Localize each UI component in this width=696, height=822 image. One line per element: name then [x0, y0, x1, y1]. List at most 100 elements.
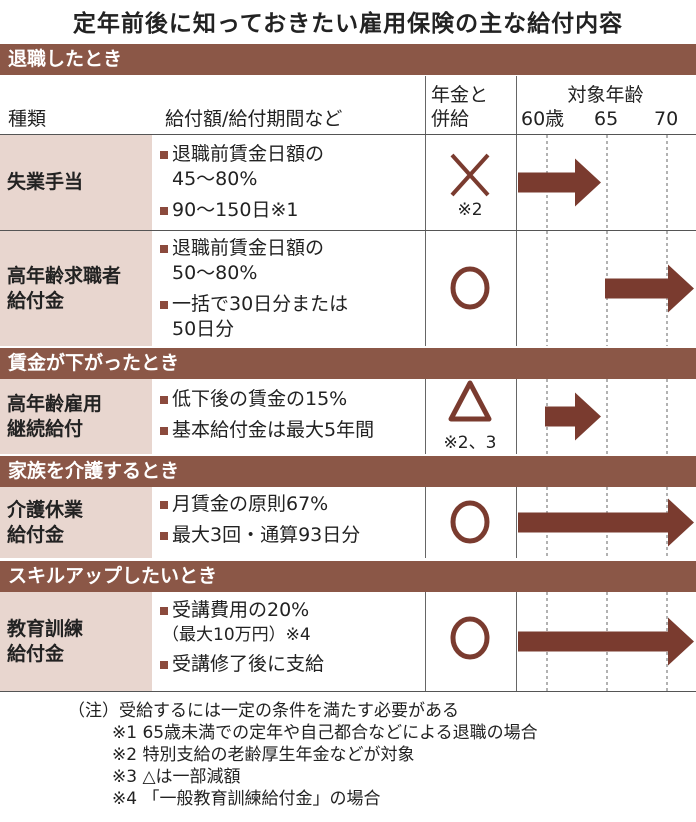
- row-name-unemployment: 失業手当: [0, 135, 152, 230]
- bullet-icon: [160, 500, 168, 509]
- desc-text: 最大3回・通算93日分: [172, 524, 361, 546]
- bullet-icon: [160, 426, 168, 435]
- page-title: 定年前後に知っておきたい雇用保険の主な給付内容: [72, 11, 624, 37]
- divider: [425, 487, 426, 558]
- desc-item: 低下後の賃金の15%: [160, 387, 430, 412]
- divider: [516, 487, 517, 558]
- row-name-line: 給付金: [7, 642, 65, 665]
- triangle-icon: [448, 380, 492, 422]
- footnote: ※1 65歳未満での定年や自己都合などによる退職の場合: [112, 723, 538, 743]
- desc-text: 低下後の賃金の15%: [172, 388, 348, 410]
- desc-item: 退職前賃金日額の 50〜80%: [160, 236, 425, 286]
- header-type: 種類: [8, 108, 47, 130]
- header-age: 対象年齢: [567, 84, 644, 106]
- row-name-line: 教育訓練: [7, 617, 84, 640]
- row-graphic: [448, 379, 668, 454]
- desc-text: 退職前賃金日額の: [172, 143, 325, 165]
- desc-item: 90〜150日※1: [160, 198, 425, 223]
- divider: [516, 76, 517, 346]
- header-pension-2: 併給: [431, 108, 470, 130]
- age-range-arrow: [605, 264, 694, 313]
- desc-text: 基本給付金は最大5年間: [172, 419, 375, 441]
- row-name-line: 継続給付: [7, 417, 84, 440]
- desc-text: 月賃金の原則67%: [172, 493, 329, 515]
- row-name-text: 高年齢求職者 給付金: [7, 264, 121, 314]
- divider: [425, 592, 426, 691]
- footnote: ※3 △は一部減額: [112, 767, 241, 787]
- divider: [0, 134, 696, 135]
- age-range-arrow: [518, 617, 694, 666]
- row-name-text: 失業手当: [7, 171, 84, 193]
- section-band-skill-up: スキルアップしたいとき: [0, 561, 696, 592]
- row-name-line: 給付金: [7, 289, 65, 312]
- bullet-icon: [160, 150, 168, 159]
- row-name-line: 給付金: [7, 523, 65, 546]
- desc-item: 退職前賃金日額の 45〜80%: [160, 142, 425, 192]
- desc-item: 月賃金の原則67%: [160, 492, 425, 517]
- symbol-note: ※2: [457, 200, 483, 220]
- tick-label-65: 65: [594, 108, 619, 130]
- header-pension-1: 年金と: [431, 84, 489, 106]
- row-graphic: [450, 592, 694, 691]
- desc-text: 受講費用の20%: [172, 599, 310, 621]
- section-band-retirement: 退職したとき: [0, 44, 696, 75]
- divider: [516, 592, 517, 691]
- circle-icon: [450, 500, 490, 544]
- circle-icon: [450, 266, 490, 310]
- footnote: ※4 「一般教育訓練給付金」の場合: [112, 789, 381, 809]
- footnote: ※2 特別支給の老齢厚生年金などが対象: [112, 745, 415, 765]
- bullet-icon: [160, 660, 168, 669]
- divider: [516, 379, 517, 454]
- age-range-arrow: [545, 392, 601, 441]
- row-name-line: 介護休業: [7, 498, 84, 521]
- header-benefit: 給付額/給付期間など: [165, 108, 343, 130]
- footnote: （注）受給するには一定の条件を満たす必要がある: [68, 701, 459, 721]
- bullet-icon: [160, 531, 168, 540]
- row-desc: 退職前賃金日額の 50〜80% 一括で30日分または 50日分: [160, 236, 425, 348]
- desc-text: （最大10万円）※4: [162, 625, 311, 645]
- row-graphic: [450, 135, 668, 230]
- desc-text: 90〜150日※1: [172, 199, 299, 221]
- symbol-note: ※2、3: [443, 433, 497, 453]
- footnotes: （注）受給するには一定の条件を満たす必要がある ※1 65歳未満での定年や自己都…: [68, 700, 538, 810]
- row-name-line: 高年齢雇用: [7, 392, 103, 415]
- cross-icon: [450, 153, 490, 197]
- row-graphic: [450, 231, 694, 346]
- age-range-arrow: [518, 158, 601, 207]
- section-band-caregiving: 家族を介護するとき: [0, 456, 696, 487]
- tick-label-70: 70: [654, 108, 679, 130]
- row-desc: 退職前賃金日額の 45〜80% 90〜150日※1: [160, 142, 425, 229]
- desc-item: 受講修了後に支給: [160, 652, 425, 677]
- row-name-employment-continuation: 高年齢雇用 継続給付: [0, 379, 152, 454]
- bullet-icon: [160, 244, 168, 253]
- row-name-caregiving-leave: 介護休業 給付金: [0, 487, 152, 558]
- row-name-line: 高年齢求職者: [7, 264, 122, 287]
- row-name-education-training: 教育訓練 給付金: [0, 592, 152, 691]
- bullet-icon: [160, 206, 168, 215]
- bullet-icon: [160, 606, 168, 615]
- desc-text: 一括で30日分または: [172, 293, 349, 315]
- row-name-elderly-jobseeker: 高年齢求職者 給付金: [0, 231, 152, 346]
- section-band-wage-drop: 賃金が下がったとき: [0, 348, 696, 379]
- row-desc: 受講費用の20% （最大10万円）※4 受講修了後に支給: [160, 598, 425, 683]
- row-name-text: 介護休業 給付金: [7, 498, 83, 548]
- row-name-text: 教育訓練 給付金: [7, 617, 83, 667]
- divider: [0, 230, 696, 231]
- row-desc: 月賃金の原則67% 最大3回・通算93日分: [160, 492, 425, 554]
- divider: [425, 76, 426, 346]
- bullet-icon: [160, 300, 168, 309]
- age-range-arrow: [518, 498, 694, 547]
- desc-item: 基本給付金は最大5年間: [160, 418, 430, 443]
- divider: [425, 379, 426, 454]
- row-graphic: [450, 487, 694, 558]
- desc-text: 50〜80%: [172, 262, 258, 284]
- circle-icon: [450, 616, 490, 660]
- row-desc: 低下後の賃金の15% 基本給付金は最大5年間: [160, 387, 430, 449]
- desc-text: 受講修了後に支給: [172, 653, 325, 675]
- desc-text: 退職前賃金日額の: [172, 237, 325, 259]
- row-name-text: 高年齢雇用 継続給付: [7, 392, 102, 442]
- desc-item: 受講費用の20% （最大10万円）※4: [160, 598, 425, 648]
- desc-item: 一括で30日分または 50日分: [160, 292, 425, 342]
- bullet-icon: [160, 395, 168, 404]
